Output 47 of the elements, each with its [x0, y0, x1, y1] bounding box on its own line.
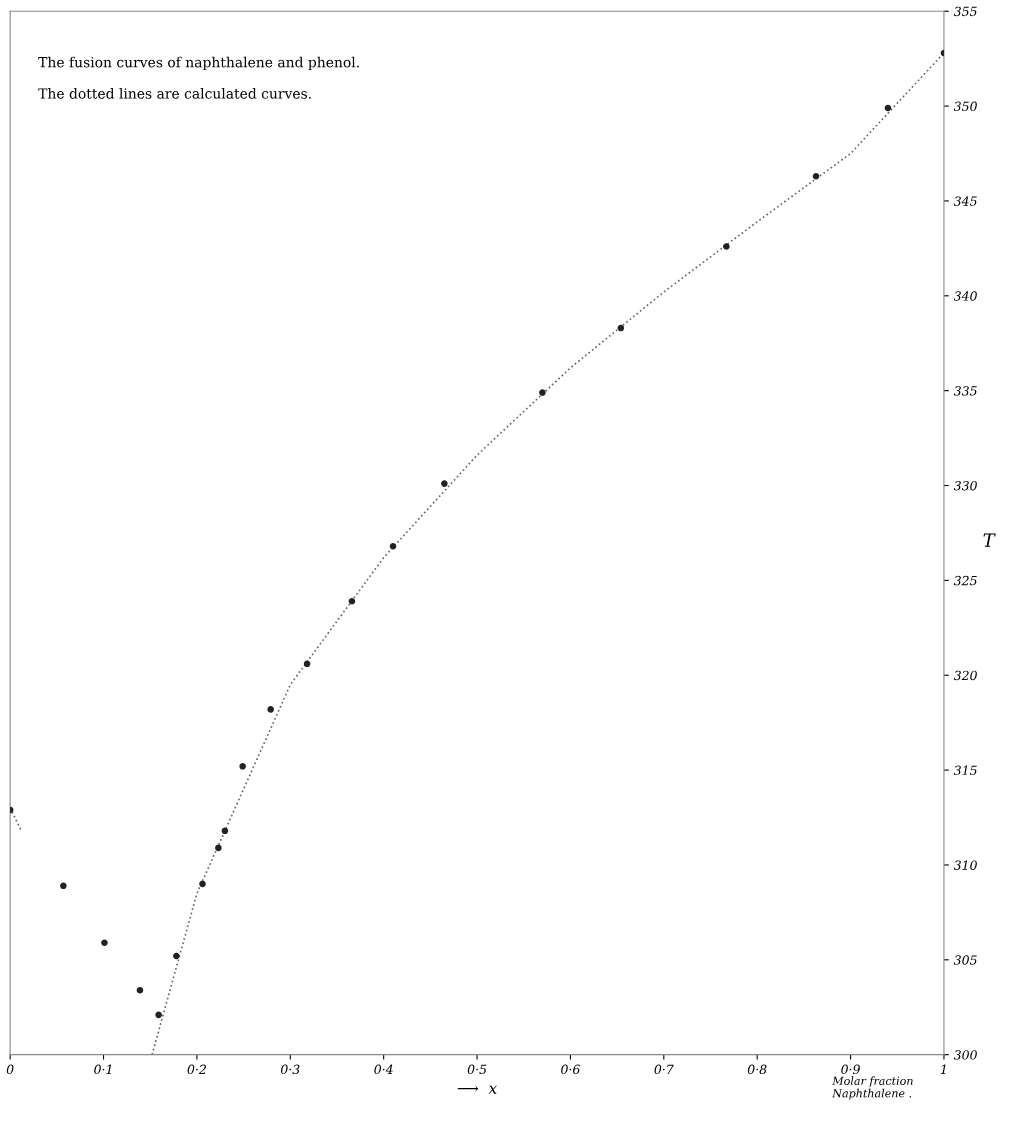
- point: [60, 882, 67, 890]
- point: [221, 827, 229, 835]
- point: [155, 1011, 162, 1019]
- y-tick-label: 320: [953, 670, 977, 681]
- x-tick-label: 0·5: [467, 1064, 487, 1075]
- x-tick-label: 0·8: [747, 1064, 767, 1075]
- x-tick-label: 0·2: [187, 1064, 206, 1075]
- y-tick-label: 345: [953, 196, 977, 206]
- x-tick-label: 0·3: [280, 1064, 300, 1075]
- point: [239, 763, 246, 770]
- point: [136, 986, 144, 994]
- x-axis-title: ⟶ x: [457, 1085, 497, 1094]
- x-tick-label: 0·1: [94, 1064, 112, 1075]
- y-tick-label: 350: [953, 101, 977, 112]
- point: [723, 243, 730, 250]
- annotation: The fusion curves of naphthalene and phenol.: [38, 56, 359, 71]
- point: [215, 844, 222, 852]
- y-tick-label: 355: [953, 6, 977, 17]
- point: [101, 939, 108, 947]
- point: [884, 104, 892, 112]
- point: [173, 952, 180, 960]
- x-tick-label: 0: [6, 1064, 14, 1075]
- x-tick-label: 0·4: [374, 1064, 393, 1075]
- point: [812, 172, 820, 180]
- x-tick-label: 0·9: [841, 1064, 860, 1075]
- x-tick-label: 1: [940, 1064, 946, 1074]
- y-tick-label: 310: [953, 860, 977, 870]
- text: Molar fraction Naphthalene .: [832, 1076, 913, 1100]
- y-tick-label: 315: [953, 765, 977, 776]
- point: [303, 660, 311, 668]
- y-tick-label: 325: [953, 575, 977, 586]
- point: [348, 597, 356, 605]
- point: [199, 880, 206, 888]
- y-axis-title: T: [983, 533, 996, 547]
- point: [389, 542, 397, 550]
- x-tick-label: 0·7: [654, 1064, 674, 1075]
- point: [441, 480, 448, 487]
- y-tick-label: 300: [953, 1050, 977, 1060]
- point: [539, 389, 546, 396]
- x-tick-label: 0·6: [561, 1064, 580, 1075]
- y-tick-label: 340: [953, 291, 977, 301]
- point: [267, 706, 274, 713]
- y-tick-label: 330: [953, 480, 977, 491]
- y-tick-label: 305: [953, 955, 977, 965]
- annotation: The dotted lines are calculated curves.: [38, 87, 311, 99]
- y-tick-label: 335: [953, 386, 977, 396]
- point: [617, 324, 625, 332]
